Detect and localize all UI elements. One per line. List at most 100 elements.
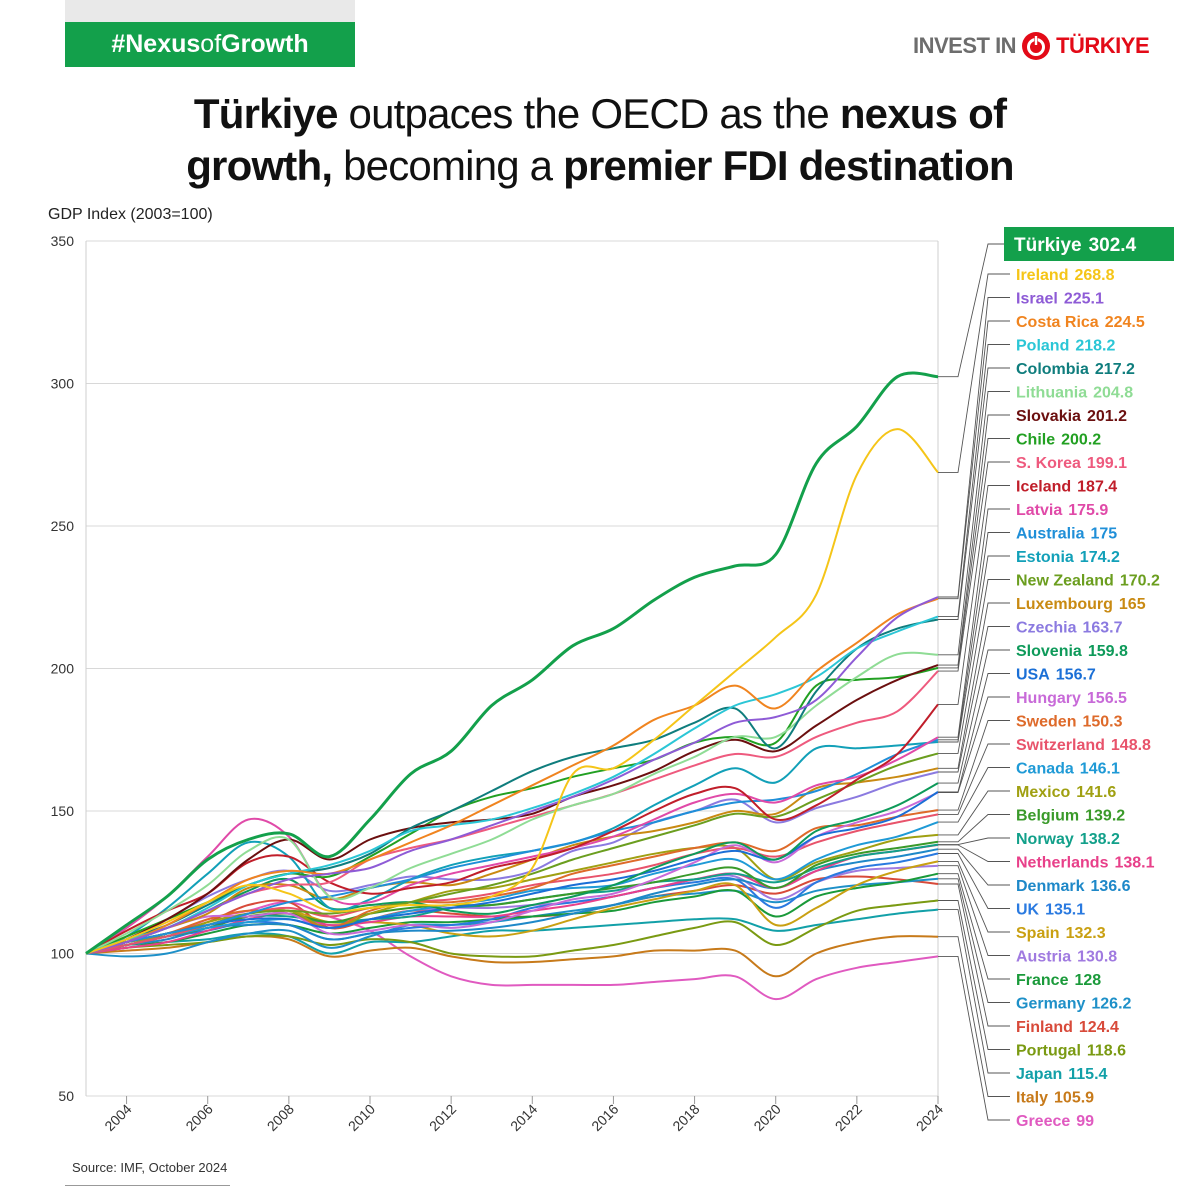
legend-label: Sweden 150.3: [1016, 714, 1123, 731]
series-line: [85, 809, 939, 955]
legend-leader-line: [938, 767, 1010, 823]
legend-label: Lithuania 204.8: [1016, 385, 1133, 402]
legend-leader-line: [938, 720, 1010, 811]
title-part: outpaces the OECD as the: [337, 90, 840, 137]
power-icon: [1022, 32, 1051, 60]
title-part: becoming a: [332, 142, 564, 189]
legend-label: UK 135.1: [1016, 902, 1085, 919]
series-line: [85, 736, 939, 955]
legend-leader-line: [938, 673, 1010, 793]
legend-leader-line: [938, 649, 1010, 784]
legend-leader-line: [938, 485, 1010, 705]
legend-label: Latvia 175.9: [1016, 502, 1108, 519]
legend-leader-line: [938, 344, 1010, 618]
legend-label: Spain 132.3: [1016, 925, 1106, 942]
x-tick-label: 2024: [913, 1101, 946, 1134]
legend-label: Slovakia 201.2: [1016, 408, 1127, 425]
legend-label: Ireland 268.8: [1016, 267, 1115, 284]
legend-highlight-box: [1004, 227, 1174, 261]
legend-leader-line: [938, 814, 1010, 843]
legend-label: Hungary 156.5: [1016, 690, 1127, 707]
legend-leader-line: [938, 837, 1010, 846]
x-tick-label: 2006: [182, 1101, 215, 1134]
legend-leader-line: [938, 878, 1010, 1003]
legend-leader-line: [938, 297, 1010, 598]
series-line: [85, 767, 939, 955]
legend-label: Denmark 136.6: [1016, 878, 1131, 895]
legend-label: France 128: [1016, 972, 1101, 989]
hashtag-part-3: Growth: [221, 30, 309, 58]
legend-label-türkiye: Türkiye 302.4: [1014, 235, 1137, 256]
title-part: premier FDI destination: [563, 142, 1014, 189]
series-line: [85, 618, 939, 955]
series-line: [85, 791, 939, 955]
legend-leader-line: [938, 860, 1010, 933]
y-tick-label: 200: [51, 661, 75, 677]
logo-text-left: INVEST IN: [913, 33, 1017, 58]
top-accent-bar: [65, 0, 355, 22]
legend-leader-line: [938, 532, 1010, 741]
legend-leader-line: [938, 602, 1010, 769]
legend-label: Portugal 118.6: [1016, 1043, 1126, 1060]
legend-label: Canada 146.1: [1016, 761, 1120, 778]
y-tick-label: 50: [58, 1088, 74, 1104]
x-tick-label: 2022: [832, 1101, 865, 1134]
legend-label: Norway 138.2: [1016, 831, 1120, 848]
hashtag-part-2: of: [200, 30, 222, 58]
legend-label: Switzerland 148.8: [1016, 737, 1151, 754]
series-line: [85, 428, 939, 955]
legend-leader-line: [938, 853, 1010, 909]
series-line: [85, 908, 939, 955]
legend-label: Japan 115.4: [1016, 1066, 1108, 1083]
legend-leader-line: [938, 909, 1010, 1074]
y-tick-label: 150: [51, 803, 75, 819]
legend-label: Belgium 139.2: [1016, 808, 1125, 825]
x-tick-label: 2012: [426, 1101, 459, 1134]
invest-in-turkiye-logo: INVEST IN TÜRKIYE: [913, 26, 1150, 66]
series-line: [85, 833, 939, 955]
legend-leader-line: [938, 873, 1010, 980]
legend-label: Poland 218.2: [1016, 338, 1115, 355]
series-line: [85, 651, 939, 955]
legend-label: Mexico 141.6: [1016, 784, 1116, 801]
legend-leader-line: [938, 790, 1010, 836]
legend-leader-line: [938, 743, 1010, 815]
series-line: [85, 821, 939, 955]
legend-leader-line: [938, 438, 1010, 669]
series-line: [85, 597, 939, 955]
legend-label: Chile 200.2: [1016, 432, 1101, 449]
source-note: Source: IMF, October 2024: [72, 1160, 228, 1175]
series-line: [85, 666, 939, 955]
y-tick-label: 250: [51, 518, 75, 534]
y-tick-label: 100: [51, 946, 75, 962]
legend-label: Greece 99: [1016, 1113, 1094, 1130]
legend-label: Costa Rica 224.5: [1016, 314, 1145, 331]
x-tick-label: 2018: [669, 1101, 702, 1134]
x-tick-label: 2008: [264, 1101, 297, 1134]
legend-leader-line: [938, 391, 1010, 656]
series-line: [85, 872, 939, 955]
legend-leader-line: [938, 936, 1010, 1097]
y-axis-label: GDP Index (2003=100): [48, 206, 213, 223]
legend-leader-line: [938, 883, 1010, 1027]
title-part: Türkiye: [193, 90, 339, 137]
legend-label: Netherlands 138.1: [1016, 855, 1155, 872]
legend-leader-line: [938, 848, 1010, 886]
legend-leader-line: [938, 696, 1010, 793]
y-tick-label: 350: [51, 233, 75, 249]
legend-label: Italy 105.9: [1016, 1090, 1094, 1107]
legend-label: Iceland 187.4: [1016, 479, 1117, 496]
x-tick-label: 2016: [588, 1101, 621, 1134]
legend-label: Colombia 217.2: [1016, 361, 1135, 378]
legend-label: Finland 124.4: [1016, 1019, 1119, 1036]
legend-leader-line: [938, 579, 1010, 754]
legend-label: New Zealand 170.2: [1016, 573, 1160, 590]
legend-leader-line: [938, 273, 1010, 473]
legend-leader-line: [938, 414, 1010, 666]
series-line: [85, 741, 939, 955]
y-tick-label: 300: [51, 376, 75, 392]
hashtag-banner: #NexusofGrowth: [65, 22, 355, 67]
legend-label: Australia 175: [1016, 526, 1117, 543]
hashtag-part-1: #Nexus: [111, 30, 201, 58]
x-tick-label: 2004: [101, 1101, 134, 1134]
